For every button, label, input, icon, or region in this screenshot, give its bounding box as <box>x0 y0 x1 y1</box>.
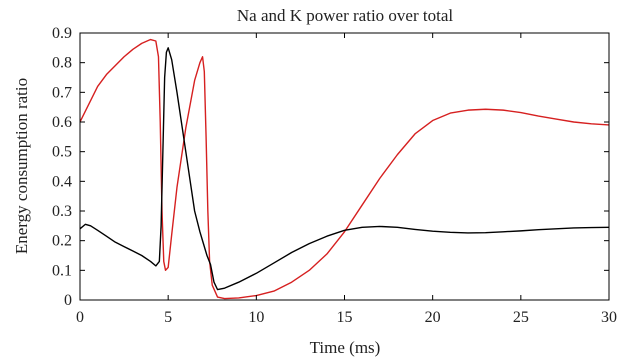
x-tick-label: 15 <box>337 309 353 326</box>
x-tick-label: 25 <box>513 309 529 326</box>
y-tick-label: 0.7 <box>52 84 72 101</box>
x-tick-label: 0 <box>76 309 84 326</box>
y-tick-label: 0 <box>64 292 72 309</box>
y-tick-label: 0.1 <box>52 262 72 279</box>
x-tick-label: 10 <box>248 309 264 326</box>
y-tick-label: 0.6 <box>52 114 72 131</box>
y-tick-label: 0.2 <box>52 233 72 250</box>
y-tick-label: 0.9 <box>52 25 72 42</box>
y-tick-label: 0.5 <box>52 144 72 161</box>
chart-title: Na and K power ratio over total <box>237 6 453 25</box>
x-tick-label: 5 <box>164 309 172 326</box>
y-axis-label: Energy consumption ratio <box>12 78 31 254</box>
y-tick-label: 0.3 <box>52 203 72 220</box>
x-tick-label: 30 <box>601 309 617 326</box>
series-line-1 <box>80 47 609 291</box>
y-tick-label: 0.8 <box>52 55 72 72</box>
x-axis-label: Time (ms) <box>310 338 381 357</box>
y-tick-label: 0.4 <box>52 173 72 190</box>
x-tick-label: 20 <box>425 309 441 326</box>
